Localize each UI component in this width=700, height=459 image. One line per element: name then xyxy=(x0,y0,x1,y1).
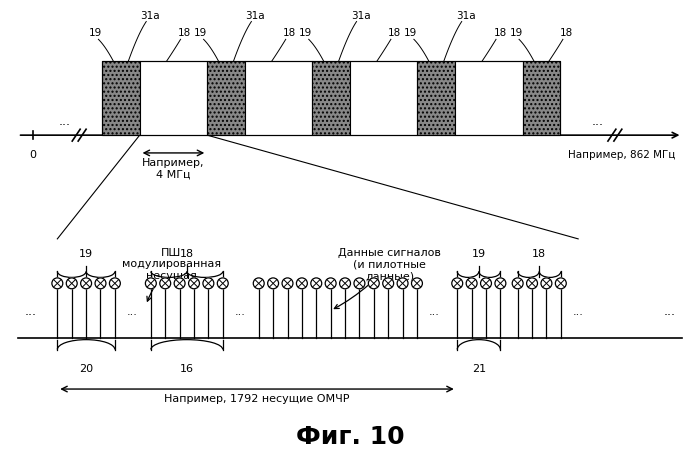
Bar xyxy=(140,62,207,136)
Text: 18: 18 xyxy=(532,248,546,258)
Bar xyxy=(523,62,560,136)
Circle shape xyxy=(466,278,477,289)
Circle shape xyxy=(383,278,393,289)
Text: 19: 19 xyxy=(510,28,523,38)
Bar xyxy=(417,62,455,136)
Circle shape xyxy=(311,278,322,289)
Circle shape xyxy=(188,278,199,289)
Text: 18: 18 xyxy=(494,28,507,38)
Circle shape xyxy=(80,278,92,289)
Text: 19: 19 xyxy=(89,28,102,38)
Text: 18: 18 xyxy=(178,28,191,38)
Circle shape xyxy=(512,278,523,289)
Text: Данные сигналов
(и пилотные
данные): Данные сигналов (и пилотные данные) xyxy=(335,247,441,309)
Text: Фиг. 10: Фиг. 10 xyxy=(295,425,405,448)
Text: 19: 19 xyxy=(79,248,93,258)
Text: ...: ... xyxy=(592,115,604,128)
Circle shape xyxy=(340,278,351,289)
Circle shape xyxy=(452,278,463,289)
Text: 19: 19 xyxy=(472,248,486,258)
Circle shape xyxy=(555,278,566,289)
Bar xyxy=(350,62,417,136)
Text: ...: ... xyxy=(25,304,36,317)
Circle shape xyxy=(397,278,408,289)
Text: ...: ... xyxy=(573,306,584,316)
Text: ПШ
модулированная
несущая: ПШ модулированная несущая xyxy=(122,247,221,302)
Text: 18: 18 xyxy=(180,248,194,258)
Text: ...: ... xyxy=(127,306,138,316)
Text: Например,
4 МГц: Например, 4 МГц xyxy=(142,157,204,179)
Circle shape xyxy=(203,278,214,289)
Circle shape xyxy=(95,278,106,289)
Text: 18: 18 xyxy=(283,28,296,38)
Circle shape xyxy=(253,278,264,289)
Text: 16: 16 xyxy=(180,364,194,374)
Text: 0: 0 xyxy=(29,150,36,160)
Circle shape xyxy=(412,278,422,289)
Text: 19: 19 xyxy=(299,28,312,38)
Circle shape xyxy=(526,278,538,289)
Circle shape xyxy=(174,278,185,289)
Text: 31а: 31а xyxy=(246,11,265,21)
Circle shape xyxy=(160,278,171,289)
Text: 31а: 31а xyxy=(141,11,160,21)
Text: 31а: 31а xyxy=(351,11,370,21)
Text: 19: 19 xyxy=(194,28,207,38)
Text: 18: 18 xyxy=(389,28,402,38)
Text: 20: 20 xyxy=(79,364,93,374)
Circle shape xyxy=(326,278,336,289)
Circle shape xyxy=(481,278,491,289)
Bar xyxy=(207,62,245,136)
Circle shape xyxy=(217,278,228,289)
Text: ...: ... xyxy=(234,306,246,316)
Text: 31а: 31а xyxy=(456,11,475,21)
Text: ...: ... xyxy=(58,115,70,128)
Bar xyxy=(455,62,523,136)
Circle shape xyxy=(66,278,77,289)
Bar xyxy=(245,62,312,136)
Circle shape xyxy=(146,278,156,289)
Circle shape xyxy=(541,278,552,289)
Text: 18: 18 xyxy=(560,28,573,38)
Text: ...: ... xyxy=(429,306,440,316)
Bar xyxy=(102,62,560,136)
Text: Например, 1792 несущие ОМЧР: Например, 1792 несущие ОМЧР xyxy=(164,393,350,403)
Circle shape xyxy=(109,278,120,289)
Circle shape xyxy=(354,278,365,289)
Circle shape xyxy=(495,278,506,289)
Circle shape xyxy=(52,278,63,289)
Text: ...: ... xyxy=(664,304,676,317)
Circle shape xyxy=(282,278,293,289)
Text: Например, 862 МГц: Например, 862 МГц xyxy=(568,150,676,160)
Bar xyxy=(312,62,350,136)
Text: 21: 21 xyxy=(472,364,486,374)
Circle shape xyxy=(368,278,379,289)
Bar xyxy=(102,62,140,136)
Circle shape xyxy=(267,278,279,289)
Text: 19: 19 xyxy=(405,28,417,38)
Circle shape xyxy=(296,278,307,289)
